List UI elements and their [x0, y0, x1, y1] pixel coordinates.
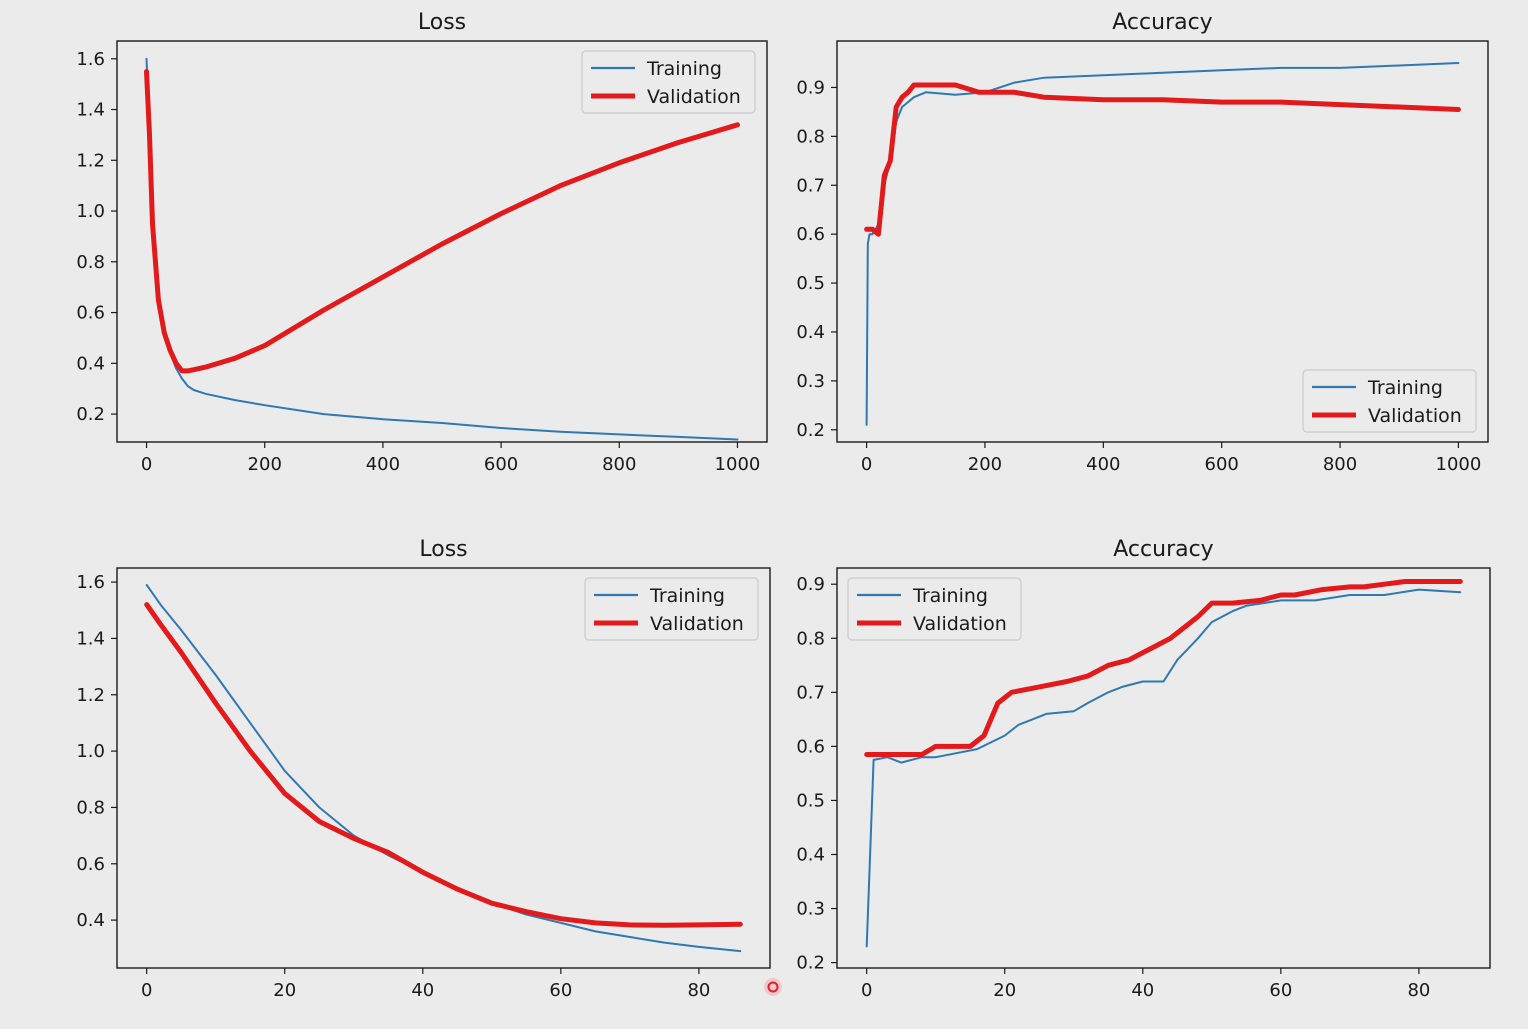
- series-line-validation: [864, 82, 1461, 237]
- y-tick-label: 0.6: [76, 854, 105, 875]
- series-lines: [864, 579, 1463, 948]
- y-tick-label: 0.6: [796, 224, 825, 245]
- x-tick-label: 200: [248, 454, 282, 475]
- x-tick-label: 20: [993, 980, 1016, 1001]
- y-tick-label: 1.4: [76, 100, 105, 121]
- plot-frame: [116, 40, 768, 443]
- y-tick-label: 0.7: [796, 175, 825, 196]
- y-tick-label: 0.3: [796, 899, 825, 920]
- legend-label: Validation: [650, 613, 744, 635]
- y-tick-label: 0.3: [796, 371, 825, 392]
- y-tick-label: 0.2: [76, 404, 105, 425]
- x-tick-label: 1000: [1436, 454, 1482, 475]
- x-tick-label: 400: [1086, 454, 1120, 475]
- plot-frame: [116, 567, 771, 969]
- series-line-training: [865, 62, 1460, 426]
- y-tick-label: 0.8: [76, 252, 105, 273]
- series-lines: [144, 583, 743, 953]
- series-line-validation: [144, 602, 743, 928]
- chart-panel-3: Loss 0 20 40 60 80 0.4 0.6 0.8 1.0 1.2 1.4 1.6 Traini…: [76, 537, 771, 1001]
- series-line-validation: [144, 69, 740, 374]
- x-tick-label: 60: [549, 980, 572, 1001]
- y-tick-label: 0.8: [796, 628, 825, 649]
- y-tick-label: 0.6: [76, 303, 105, 324]
- chart-title: Accuracy: [1113, 537, 1213, 562]
- y-tick-label: 0.2: [796, 420, 825, 441]
- legend: Training Validation: [847, 577, 1022, 641]
- chart-panel-1: Loss 0 200 400 600 800 1000 0.2 0.4 0.6 0.8 1.0 1.2 1…: [76, 10, 768, 475]
- chart-panel-2: Accuracy 0 200 400 600 800 1000 0.2 0.3 0.4 0.5 0.6…: [796, 10, 1489, 475]
- y-tick-label: 1.0: [76, 741, 105, 762]
- x-tick-label: 0: [861, 980, 872, 1001]
- legend: Training Validation: [584, 577, 759, 641]
- legend-label: Training: [912, 585, 988, 607]
- y-tick-label: 0.5: [796, 790, 825, 811]
- legend-label: Validation: [1368, 405, 1462, 427]
- series-line-training: [865, 588, 1462, 948]
- x-tick-label: 40: [1131, 980, 1154, 1001]
- legend-label: Training: [646, 58, 722, 80]
- x-tick-label: 80: [687, 980, 710, 1001]
- x-tick-label: 600: [484, 454, 518, 475]
- legend-label: Training: [649, 585, 725, 607]
- chart-title: Loss: [419, 537, 467, 562]
- y-tick-label: 1.0: [76, 201, 105, 222]
- plot-frame: [836, 567, 1491, 969]
- y-tick-label: 0.4: [76, 353, 105, 374]
- y-tick-label: 1.6: [76, 49, 105, 70]
- x-tick-label: 800: [602, 454, 636, 475]
- legend-label: Training: [1367, 377, 1443, 399]
- x-tick-label: 600: [1205, 454, 1239, 475]
- x-tick-label: 0: [861, 454, 872, 475]
- chart-title: Accuracy: [1112, 10, 1212, 35]
- legend: Training Validation: [1302, 369, 1477, 433]
- y-tick-label: 1.4: [76, 628, 105, 649]
- x-tick-label: 0: [141, 454, 152, 475]
- y-tick-label: 0.4: [796, 322, 825, 343]
- y-tick-label: 0.2: [796, 953, 825, 974]
- y-tick-label: 0.5: [796, 273, 825, 294]
- y-tick-label: 0.4: [796, 844, 825, 865]
- series-lines: [144, 57, 740, 441]
- legend-label: Validation: [647, 86, 741, 108]
- legend: Training Validation: [581, 50, 756, 114]
- y-tick-label: 1.6: [76, 572, 105, 593]
- x-tick-label: 200: [968, 454, 1002, 475]
- series-lines: [864, 62, 1461, 426]
- plot-frame: [836, 40, 1489, 443]
- legend-label: Validation: [913, 613, 1007, 635]
- series-line-validation: [864, 579, 1463, 757]
- x-tick-label: 400: [366, 454, 400, 475]
- y-tick-label: 0.4: [76, 910, 105, 931]
- chart-panel-4: Accuracy 0 20 40 60 80 0.2 0.3 0.4 0.5 0.6 0.7 0.8 0.…: [796, 537, 1491, 1001]
- x-tick-label: 800: [1323, 454, 1357, 475]
- chart-title: Loss: [418, 10, 466, 35]
- y-tick-label: 0.7: [796, 682, 825, 703]
- y-tick-label: 1.2: [76, 150, 105, 171]
- x-tick-label: 1000: [715, 454, 761, 475]
- x-tick-label: 60: [1269, 980, 1292, 1001]
- y-tick-label: 1.2: [76, 685, 105, 706]
- y-tick-label: 0.9: [796, 77, 825, 98]
- y-tick-label: 0.9: [796, 574, 825, 595]
- x-tick-label: 0: [141, 980, 152, 1001]
- y-tick-label: 0.6: [796, 736, 825, 757]
- x-tick-label: 80: [1407, 980, 1430, 1001]
- x-tick-label: 20: [273, 980, 296, 1001]
- mouse-cursor-indicator: [764, 978, 782, 996]
- x-tick-label: 40: [411, 980, 434, 1001]
- y-tick-label: 0.8: [796, 126, 825, 147]
- y-tick-label: 0.8: [76, 797, 105, 818]
